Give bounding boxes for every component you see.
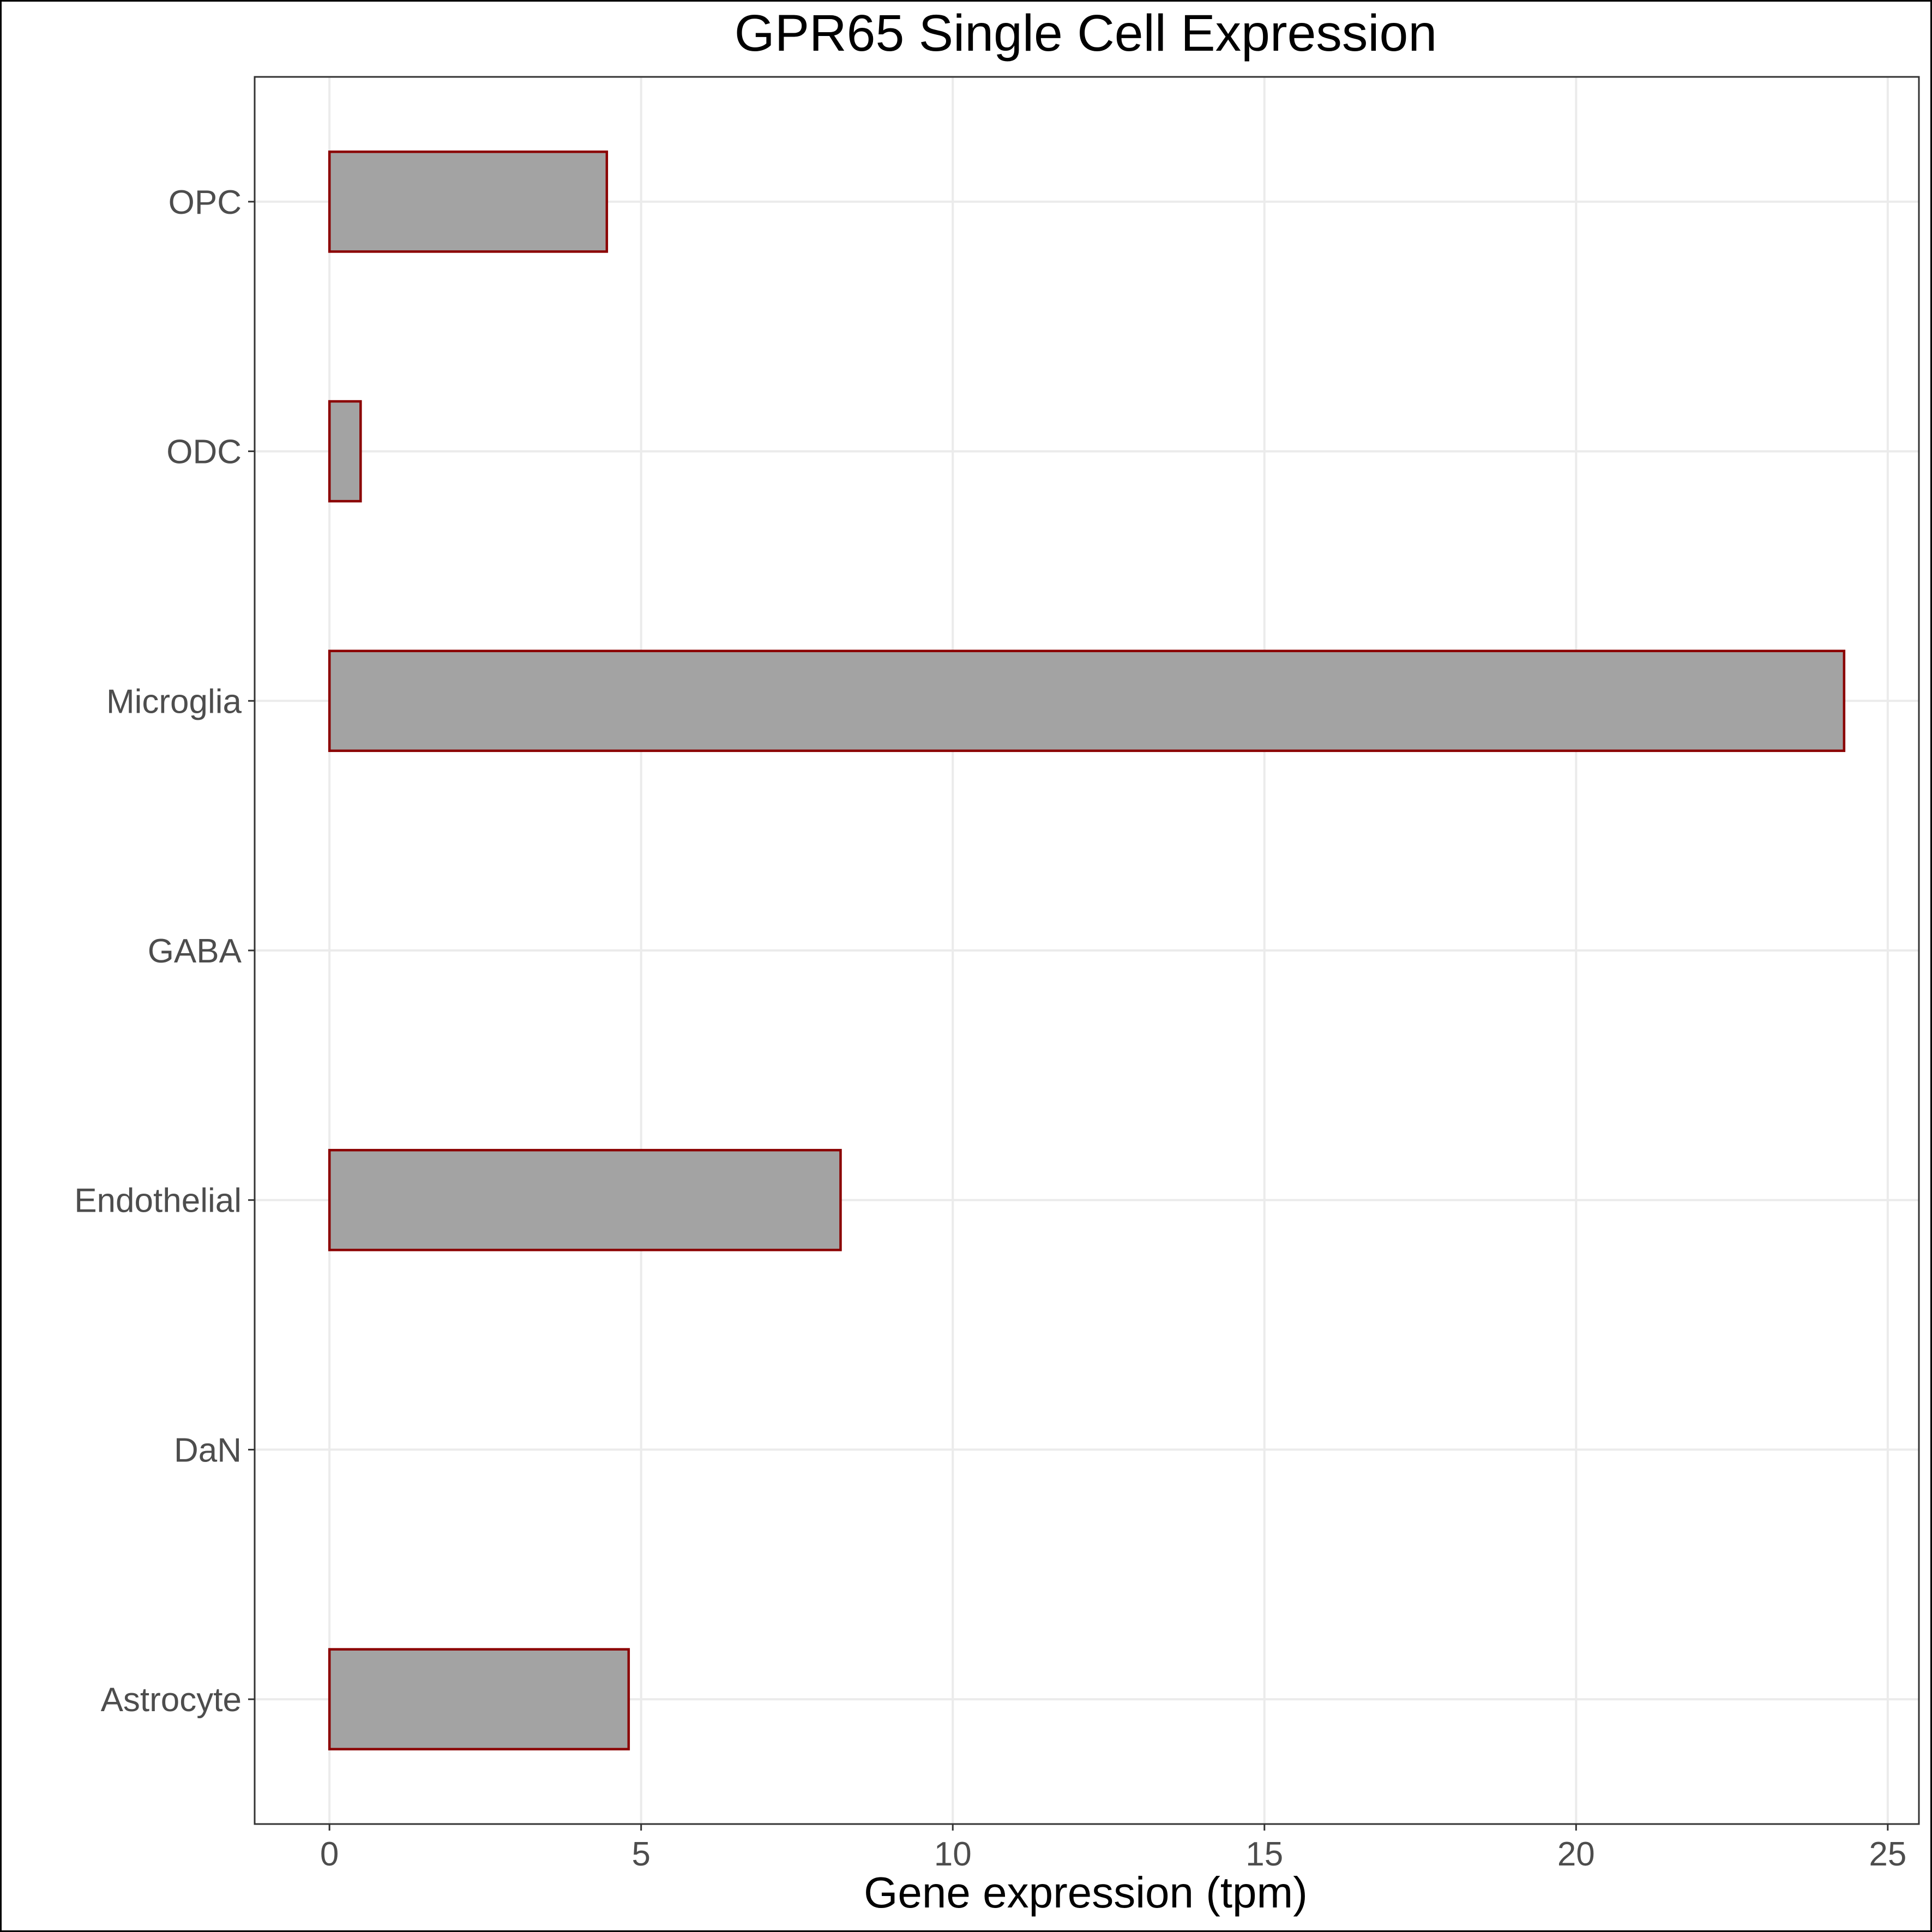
x-axis-label: Gene expression (tpm)	[864, 1868, 1308, 1917]
bar-endothelial	[328, 1148, 842, 1251]
x-tick-label: 5	[631, 1835, 650, 1873]
y-tick-label: DaN	[174, 1431, 242, 1469]
x-tick-label: 15	[1245, 1835, 1283, 1873]
y-tick-label: Endothelial	[74, 1182, 242, 1220]
chart-title: GPR65 Single Cell Expression	[735, 4, 1437, 62]
x-tick-label: 25	[1869, 1835, 1906, 1873]
y-tick-label: GABA	[148, 932, 242, 970]
x-axis: 0 5 10 15 20 25	[320, 1824, 1906, 1873]
bar-microglia	[328, 649, 1846, 753]
bar-layer	[328, 151, 1846, 1750]
bar-astrocyte	[328, 1648, 630, 1750]
y-tick-label: Astrocyte	[101, 1681, 242, 1719]
y-tick-label: Microglia	[106, 683, 242, 720]
x-tick-label: 20	[1557, 1835, 1595, 1873]
x-tick-label: 10	[934, 1835, 972, 1873]
bar-odc	[328, 400, 362, 503]
y-tick-label: ODC	[166, 434, 242, 471]
x-tick-label: 0	[320, 1835, 339, 1873]
bar-opc	[328, 151, 609, 253]
y-axis: Astrocyte DaN Endothelial GABA Microglia ODC O…	[74, 184, 255, 1719]
y-tick-label: OPC	[168, 184, 242, 221]
